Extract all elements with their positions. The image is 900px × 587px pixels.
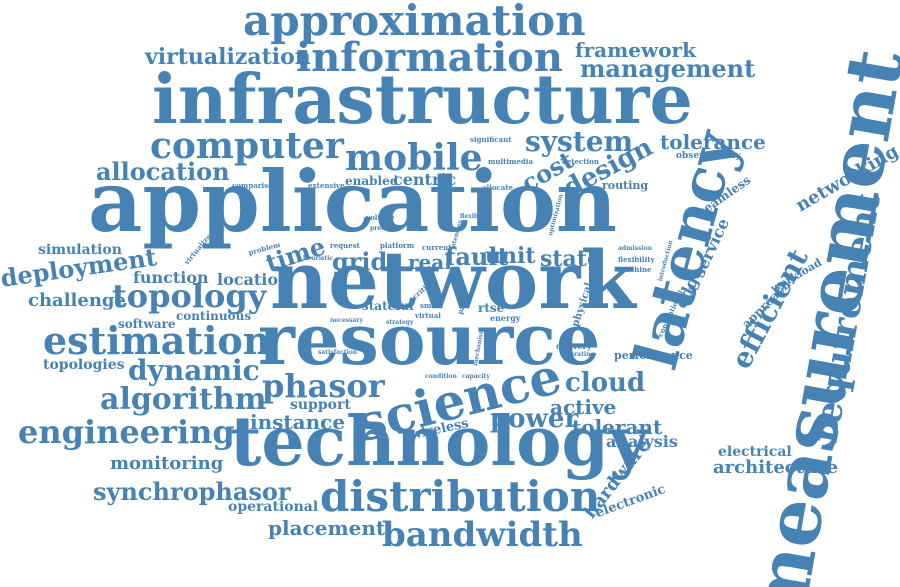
word-synchrophasor: synchrophasor: [93, 477, 291, 506]
word-phasor: phasor: [262, 367, 385, 405]
word-smart: smart: [420, 301, 443, 310]
word-technology: technology: [230, 402, 649, 482]
word-monitoring: monitoring: [110, 453, 224, 474]
word-power: power: [490, 404, 579, 434]
word-resource: resource: [258, 298, 601, 381]
word-network: network: [270, 233, 636, 327]
word-application: application: [88, 152, 618, 251]
word-estimation: estimation: [43, 318, 271, 363]
word-voltage: voltage: [366, 213, 395, 222]
word-precision: precision: [370, 225, 402, 232]
word-fault: fault: [445, 242, 509, 271]
word-multimedia: multimedia: [488, 157, 533, 166]
word-virtual: virtual: [415, 311, 441, 320]
word-tolerant: tolerant: [572, 415, 663, 439]
word-information: information: [296, 34, 563, 81]
word-engineering: engineering: [18, 413, 235, 451]
word-machine: machine: [618, 265, 652, 274]
word-stateful: stateful: [362, 299, 414, 313]
word-continuous: continuous: [176, 309, 252, 323]
word-function: function: [133, 268, 209, 287]
word-grid: grid: [332, 247, 388, 276]
word-satisfaction: satisfaction: [318, 349, 358, 356]
word-current: current: [422, 243, 452, 252]
word-software: software: [118, 317, 176, 331]
word-energy: energy: [490, 313, 521, 323]
word-virtualization: virtualization: [145, 44, 311, 70]
word-support: support: [290, 397, 351, 413]
word-mobile: mobile: [345, 137, 483, 179]
word-dynamic: dynamic: [128, 354, 260, 387]
word-admission: admission: [618, 245, 653, 252]
word-algorithm: algorithm: [100, 382, 267, 417]
word-computer: computer: [150, 125, 344, 167]
word-extensive: extensive: [308, 181, 345, 190]
word-comparison: comparison: [232, 181, 278, 190]
word-heuristic: heuristic: [303, 255, 334, 262]
word-instance: instance: [250, 410, 346, 434]
word-distribution: distribution: [320, 472, 601, 521]
word-capacity: capacity: [462, 373, 490, 380]
word-analysis: analysis: [606, 432, 678, 451]
word-routing: routing: [602, 179, 649, 192]
word-flexible: flexible: [460, 213, 485, 220]
word-framework: framework: [575, 38, 696, 62]
word-bandwidth: bandwidth: [382, 515, 583, 555]
word-detection: detection: [562, 157, 599, 166]
word-placement: placement: [268, 516, 386, 540]
word-tolerance: tolerance: [660, 130, 766, 154]
word-system: system: [525, 125, 634, 158]
word-condition: condition: [425, 373, 457, 380]
word-architecture: architecture: [713, 457, 839, 478]
word-infrastructure: infrastructure: [152, 60, 693, 140]
word-request: request: [330, 241, 360, 250]
word-operating: operating: [562, 351, 595, 358]
word-state: state: [540, 246, 601, 272]
word-observability: observability: [676, 151, 741, 161]
word-active: active: [550, 395, 617, 419]
word-allocate: allocate: [482, 183, 514, 192]
word-rtse: rtse: [478, 301, 505, 315]
word-unit: unit: [485, 243, 536, 269]
word-enabled: enabled: [345, 174, 399, 188]
word-allocation: allocation: [96, 157, 230, 186]
word-simulation: simulation: [38, 242, 122, 258]
word-necessary: necessary: [330, 317, 363, 324]
word-electrical: electrical: [718, 444, 792, 460]
word-centric: centric: [393, 170, 457, 189]
word-topology: topology: [112, 277, 267, 315]
word-management: management: [580, 54, 756, 83]
word-platform: platform: [380, 241, 415, 250]
word-real: real: [408, 250, 452, 274]
word-topologies: topologies: [43, 357, 125, 373]
word-flexibility: flexibility: [618, 255, 655, 264]
word-significant: significant: [470, 135, 512, 144]
word-cloud: cloud: [565, 368, 646, 398]
word-location: location: [217, 270, 290, 289]
word-delivery: delivery: [556, 341, 592, 351]
word-approximation: approximation: [243, 0, 586, 45]
word-operational: operational: [228, 499, 319, 515]
word-strategy: strategy: [386, 319, 414, 326]
word-challenge: challenge: [28, 290, 126, 311]
word-performance: performance: [614, 349, 693, 362]
